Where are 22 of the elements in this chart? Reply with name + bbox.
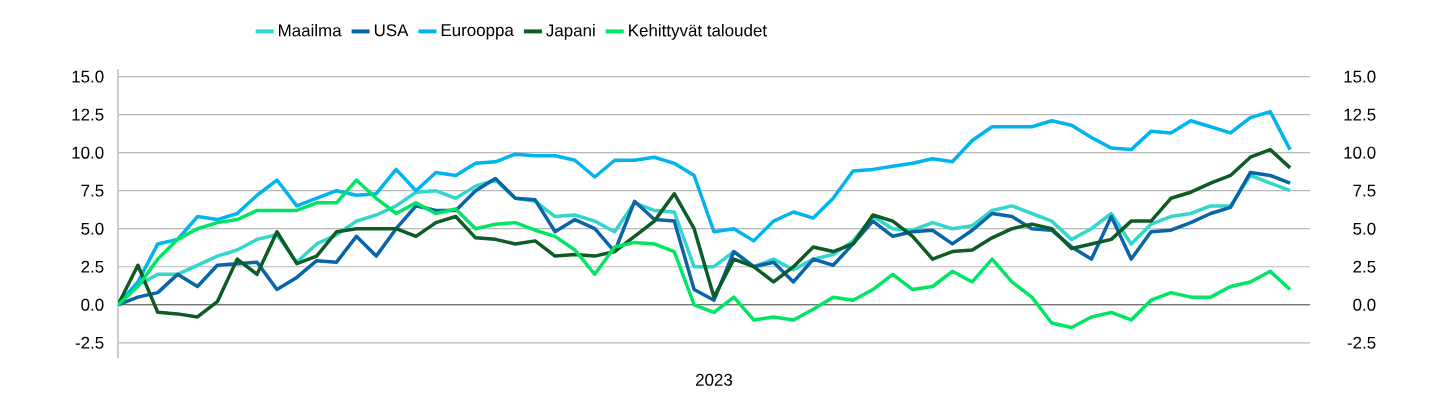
y-tick-label: 10.0 <box>72 146 104 159</box>
y-tick-label: 12.5 <box>72 108 104 121</box>
y-tick-label: 2.5 <box>81 260 104 273</box>
y2-tick-label: 10.0 <box>1344 146 1376 159</box>
y2-tick-label: 2.5 <box>1353 260 1376 273</box>
legend-label: Eurooppa <box>441 24 514 40</box>
y2-tick-label: -2.5 <box>1347 336 1376 349</box>
y2-tick-label: 7.5 <box>1353 184 1376 197</box>
y-tick-label: 7.5 <box>81 184 104 197</box>
y2-tick-label: 15.0 <box>1344 70 1376 83</box>
legend-label: Maailma <box>279 24 342 37</box>
legend-label: Kehittyvät taloudet <box>629 24 767 40</box>
y2-tick-label: 12.5 <box>1344 108 1376 121</box>
y-tick-label: -2.5 <box>75 336 104 349</box>
legend-label: USA <box>374 24 409 37</box>
y-tick-label: 0.0 <box>81 298 104 311</box>
y2-tick-label: 5.0 <box>1353 222 1376 235</box>
y-tick-label: 15.0 <box>72 70 104 83</box>
y2-tick-label: 0.0 <box>1353 298 1376 311</box>
x-axis-title: 2023 <box>696 373 733 386</box>
legend-label: Japani <box>546 24 595 40</box>
y-tick-label: 5.0 <box>81 222 104 235</box>
